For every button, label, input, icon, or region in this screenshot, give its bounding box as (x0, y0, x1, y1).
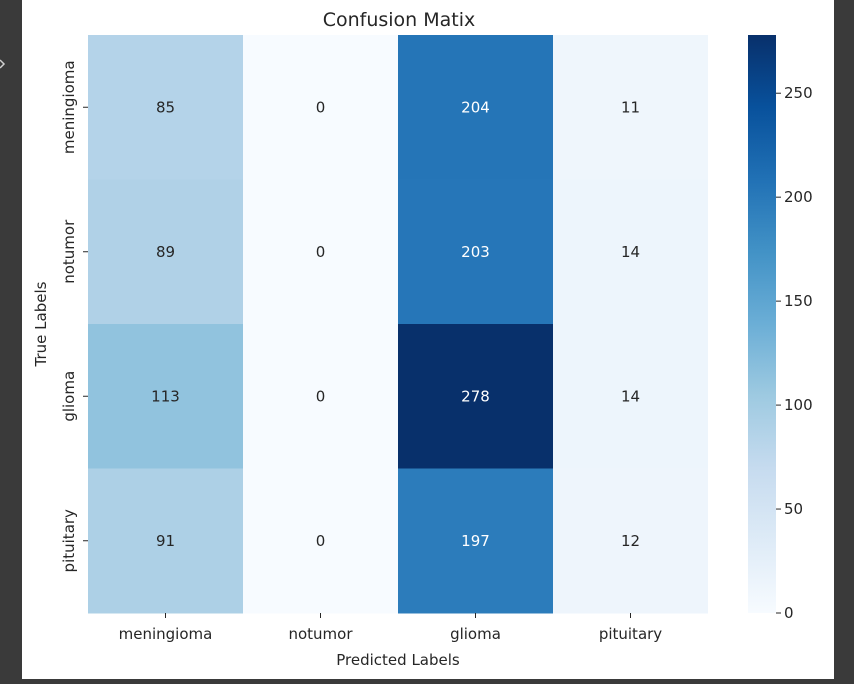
confusion-matrix-chart: Confusion Matix Predicted Labels True La… (32, 9, 813, 669)
y-tick-label: glioma (60, 371, 78, 422)
y-axis-label: True Labels (32, 281, 50, 367)
colorbar-gradient (748, 35, 776, 613)
cell-value-label: 11 (621, 98, 640, 116)
cell-value-label: 203 (461, 243, 490, 261)
heatmap-cell (243, 35, 398, 180)
heatmap-cell (243, 324, 398, 469)
heatmap-cell (88, 179, 243, 325)
cell-value-label: 12 (621, 532, 640, 550)
heatmap-cell (398, 179, 553, 325)
cell-value-label: 0 (316, 243, 326, 261)
heatmap-cell (243, 468, 398, 614)
x-tick-label: glioma (450, 625, 501, 643)
cell-value-label: 204 (461, 98, 490, 116)
cell-value-label: 0 (316, 98, 326, 116)
cell-value-label: 89 (156, 243, 175, 261)
cell-value-label: 0 (316, 532, 326, 550)
colorbar-tick-label: 250 (784, 84, 813, 102)
figure-canvas: Confusion Matix Predicted Labels True La… (22, 0, 834, 679)
colorbar-tick-label: 50 (784, 500, 803, 518)
y-tick-label: notumor (60, 219, 78, 284)
cell-value-label: 113 (151, 387, 180, 405)
heatmap-cell (553, 468, 708, 614)
x-tick-label: pituitary (599, 625, 662, 643)
colorbar-tick-label: 0 (784, 604, 794, 622)
cell-value-label: 85 (156, 98, 175, 116)
heatmap-cell (553, 179, 708, 325)
cell-value-label: 14 (621, 387, 640, 405)
cell-value-label: 0 (316, 387, 326, 405)
cell-value-label: 91 (156, 532, 175, 550)
cell-value-label: 197 (461, 532, 490, 550)
colorbar-tick-label: 150 (784, 292, 813, 310)
y-tick-label: meningioma (60, 60, 78, 154)
chevron-down-icon (0, 56, 8, 70)
heatmap-cell (553, 324, 708, 469)
heatmap-cell (88, 468, 243, 614)
heatmap-cell (398, 35, 553, 180)
heatmap-cell (553, 35, 708, 180)
x-tick-label: meningioma (119, 625, 213, 643)
heatmap-cells: 85 0 204 11 89 0 203 14 113 0 278 14 91 0 197 12 (88, 35, 708, 614)
heatmap-cell (243, 179, 398, 325)
cell-value-label: 278 (461, 387, 490, 405)
heatmap-cell (398, 324, 553, 469)
cell-value-label: 14 (621, 243, 640, 261)
x-axis-label: Predicted Labels (336, 651, 460, 669)
heatmap-cell (398, 468, 553, 614)
chart-title: Confusion Matix (323, 9, 476, 31)
heatmap-cell (88, 35, 243, 180)
colorbar: 0 50 100 150 200 250 (748, 35, 813, 622)
y-axis-ticks: meningioma notumor glioma pituitary (60, 60, 88, 572)
x-tick-label: notumor (288, 625, 353, 643)
colorbar-tick-label: 100 (784, 396, 813, 414)
x-axis-ticks: meningioma notumor glioma pituitary (119, 613, 662, 643)
heatmap-cell (88, 324, 243, 469)
colorbar-tick-label: 200 (784, 188, 813, 206)
y-tick-label: pituitary (60, 509, 78, 572)
